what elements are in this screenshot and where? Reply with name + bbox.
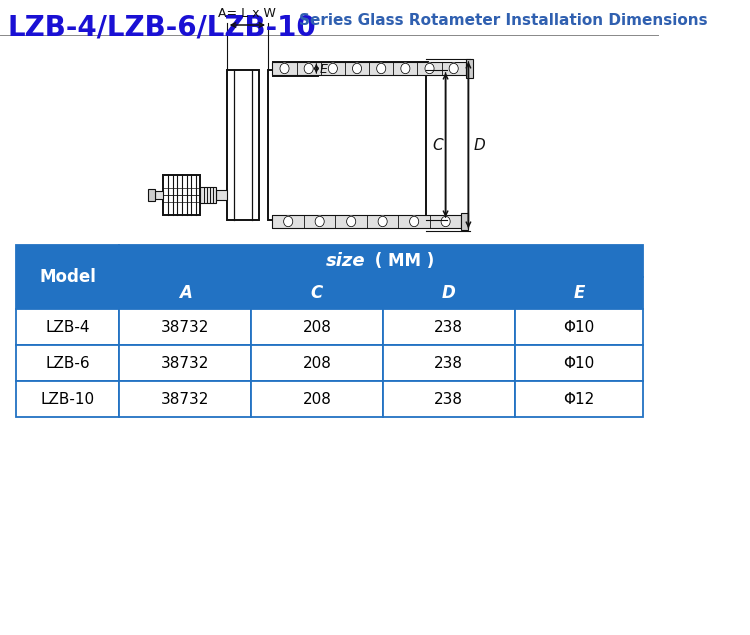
Bar <box>466 59 472 78</box>
Bar <box>16 245 119 309</box>
Circle shape <box>315 217 324 227</box>
Bar <box>200 187 216 203</box>
Bar <box>216 190 226 200</box>
Text: LZB-6: LZB-6 <box>45 356 90 370</box>
Bar <box>383 345 514 381</box>
Bar <box>461 213 467 230</box>
Bar <box>16 345 119 381</box>
Bar <box>251 309 383 345</box>
Bar <box>514 345 644 381</box>
Text: Φ10: Φ10 <box>563 319 595 335</box>
Bar <box>383 309 514 345</box>
Bar <box>16 381 119 417</box>
Text: A= L x W: A= L x W <box>218 7 276 20</box>
Bar <box>514 277 644 309</box>
Circle shape <box>410 217 419 227</box>
Bar <box>514 381 644 417</box>
Text: 38732: 38732 <box>161 356 209 370</box>
Bar <box>119 277 251 309</box>
Text: 208: 208 <box>302 392 332 406</box>
Circle shape <box>449 64 458 74</box>
Text: 38732: 38732 <box>161 392 209 406</box>
Bar <box>119 245 644 277</box>
Bar <box>119 381 251 417</box>
Bar <box>251 381 383 417</box>
Bar <box>383 277 514 309</box>
Text: D: D <box>474 138 485 152</box>
Circle shape <box>378 217 387 227</box>
Text: LZB-4/LZB-6/LZB-10: LZB-4/LZB-6/LZB-10 <box>7 13 316 41</box>
Text: Model: Model <box>39 268 96 286</box>
Text: 238: 238 <box>434 392 463 406</box>
Text: E: E <box>573 284 585 302</box>
Circle shape <box>400 64 410 74</box>
Bar <box>514 309 644 345</box>
Text: LZB-4: LZB-4 <box>45 319 90 335</box>
Text: 238: 238 <box>434 356 463 370</box>
Circle shape <box>304 64 313 74</box>
Bar <box>16 309 119 345</box>
Text: 238: 238 <box>434 319 463 335</box>
Text: C: C <box>432 138 443 152</box>
Bar <box>251 345 383 381</box>
Text: C: C <box>311 284 323 302</box>
Bar <box>272 62 466 75</box>
Circle shape <box>376 64 386 74</box>
Bar <box>383 381 514 417</box>
Text: ( MM ): ( MM ) <box>369 252 434 270</box>
Text: size: size <box>326 252 365 270</box>
Text: Φ12: Φ12 <box>563 392 595 406</box>
Circle shape <box>425 64 434 74</box>
Text: D: D <box>442 284 456 302</box>
Bar <box>268 70 426 220</box>
Text: 208: 208 <box>302 319 332 335</box>
Text: LZB-10: LZB-10 <box>40 392 94 406</box>
Circle shape <box>328 64 338 74</box>
Bar <box>148 189 154 201</box>
Text: Series Glass Rotameter Installation Dimensions: Series Glass Rotameter Installation Dime… <box>298 13 707 28</box>
Bar <box>154 191 164 199</box>
Circle shape <box>284 217 292 227</box>
Circle shape <box>280 64 289 74</box>
Text: A: A <box>178 284 192 302</box>
Bar <box>272 215 461 228</box>
Text: Φ10: Φ10 <box>563 356 595 370</box>
Text: E: E <box>320 63 328 76</box>
Text: 38732: 38732 <box>161 319 209 335</box>
Bar <box>251 277 383 309</box>
Circle shape <box>346 217 355 227</box>
Text: 208: 208 <box>302 356 332 370</box>
Bar <box>119 309 251 345</box>
Circle shape <box>441 217 450 227</box>
Bar <box>226 70 260 220</box>
Bar <box>119 345 251 381</box>
Bar <box>164 175 200 215</box>
Circle shape <box>352 64 362 74</box>
